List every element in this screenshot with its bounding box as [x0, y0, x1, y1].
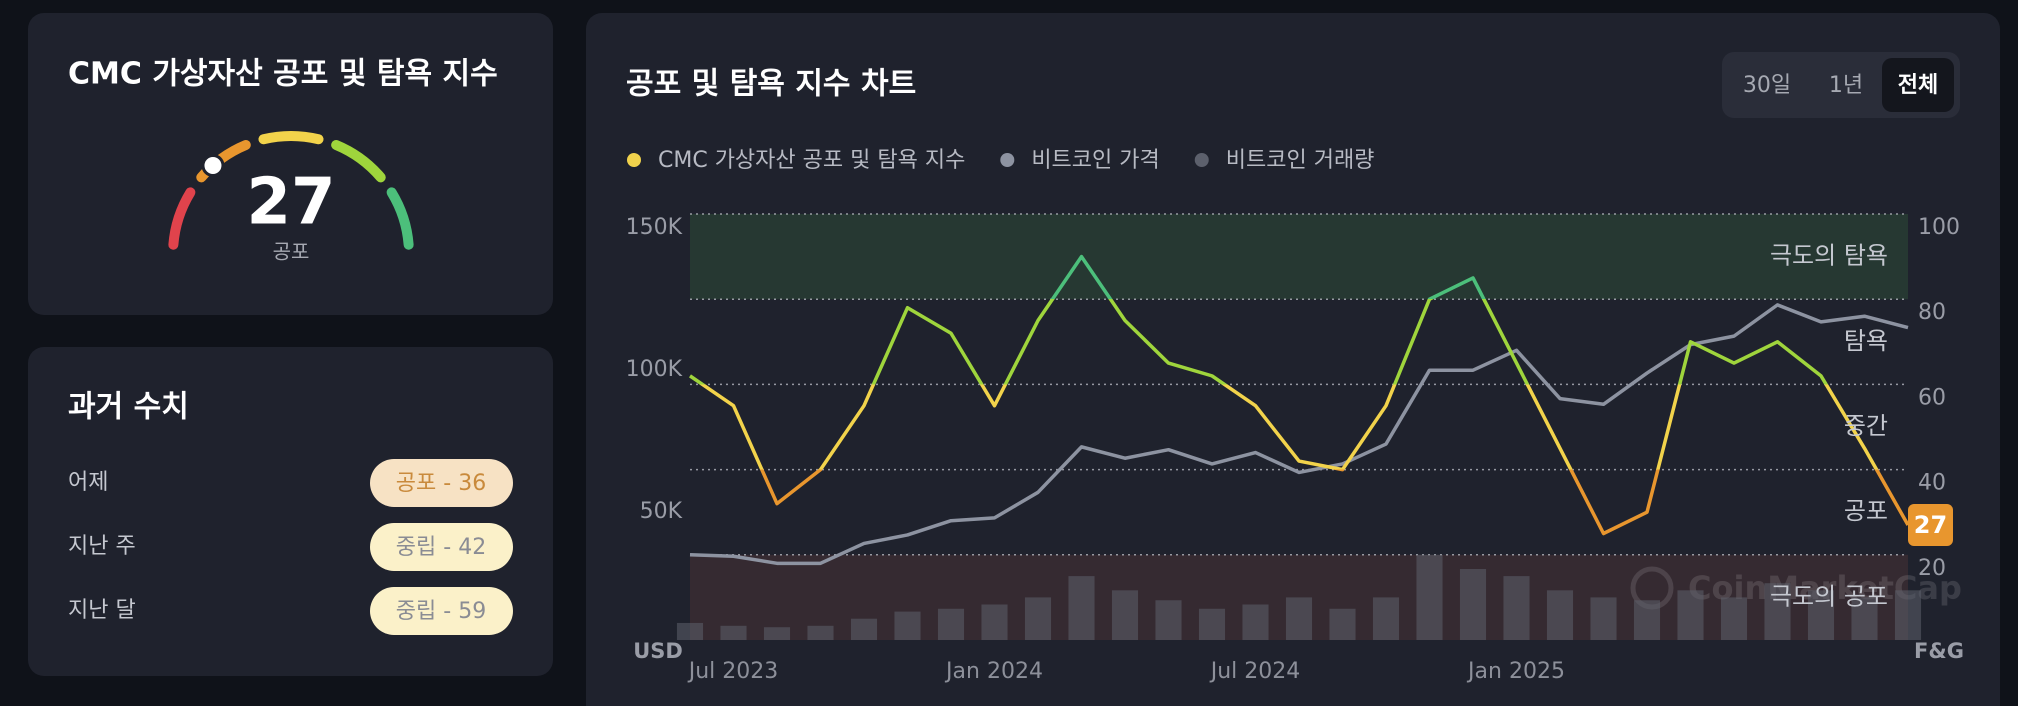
- volume-bar: [1851, 597, 1878, 640]
- zone-label: 극도의 탐욕: [1770, 242, 1888, 270]
- history-pill: [370, 587, 513, 635]
- volume-bar: [1894, 590, 1922, 640]
- volume-bar: [1155, 600, 1182, 640]
- volume-bar: [1546, 590, 1574, 640]
- volume-bar: [850, 618, 878, 640]
- y2-tick-label: 20: [1918, 556, 1946, 581]
- gauge-arc: [258, 131, 324, 145]
- volume-bar: [1416, 554, 1443, 640]
- gauge-value: 27: [246, 166, 335, 240]
- tab-button[interactable]: 1년: [1829, 73, 1863, 98]
- volume-bar: [1329, 608, 1356, 640]
- volume-bar: [720, 625, 747, 640]
- volume-bar: [1764, 583, 1791, 640]
- y2-tick-label: 100: [1918, 215, 1960, 240]
- gauge-label: 공포: [273, 240, 310, 264]
- x-tick-label: Jan 2025: [1466, 659, 1565, 684]
- legend-marker: [1000, 153, 1015, 167]
- legend-marker: [627, 153, 641, 167]
- volume-bar: [937, 608, 965, 640]
- history-value: 중립 - 42: [396, 535, 486, 560]
- gauge-arc: [386, 187, 414, 250]
- history-value: 중립 - 59: [396, 599, 486, 624]
- zone-label: 공포: [1844, 497, 1888, 525]
- y2-tick-label: 80: [1918, 300, 1946, 325]
- legend-label[interactable]: 비트코인 거래량: [1226, 148, 1375, 173]
- last-value-badge: [1908, 503, 1953, 546]
- history-period: 어제: [68, 470, 108, 495]
- y-axis-label: USD: [633, 639, 683, 663]
- y2-tick-label: 40: [1918, 471, 1946, 496]
- last-value-label: 27: [1914, 511, 1947, 539]
- zone-label: 탐욕: [1844, 327, 1888, 355]
- series-line: [689, 254, 1910, 536]
- zone-band: [690, 214, 1908, 300]
- volume-bar: [1372, 597, 1400, 640]
- tab-button[interactable]: 30일: [1743, 73, 1791, 98]
- volume-bar: [1068, 576, 1095, 640]
- zone-label: 극도의 공포: [1770, 582, 1888, 610]
- volume-bar: [1459, 569, 1487, 640]
- history-title: 과거 수치: [68, 390, 189, 425]
- history-period: 지난 달: [68, 598, 136, 623]
- volume-bar: [1503, 576, 1530, 640]
- y-tick-label: 100K: [626, 357, 683, 382]
- volume-bar: [1807, 590, 1835, 640]
- x-tick-label: Jul 2023: [687, 659, 779, 684]
- volume-bar: [1285, 597, 1313, 640]
- history-pill: [370, 459, 513, 507]
- y-tick-label: 150K: [626, 215, 683, 240]
- volume-bar: [763, 627, 791, 640]
- gauge-panel: [28, 13, 553, 315]
- volume-bar: [1242, 604, 1269, 640]
- legend-label[interactable]: CMC 가상자산 공포 및 탐욕 지수: [658, 148, 965, 173]
- volume-bar: [1198, 608, 1226, 640]
- volume-bar: [807, 625, 834, 640]
- gauge-title: CMC 가상자산 공포 및 탐욕 지수: [68, 57, 498, 92]
- volume-bar: [981, 604, 1008, 640]
- volume-bar: [894, 611, 921, 640]
- series-line: [689, 303, 1909, 566]
- legend-marker: [1194, 153, 1209, 167]
- x-tick-label: Jul 2024: [1209, 659, 1301, 684]
- volume-bar: [676, 622, 704, 640]
- gauge-arc: [168, 187, 196, 250]
- chart-panel: [586, 13, 2000, 706]
- history-period: 지난 주: [68, 534, 136, 559]
- chart-title: 공포 및 탐욕 지수 차트: [626, 67, 916, 102]
- gauge-arc: [331, 139, 386, 183]
- history-pill: [370, 523, 513, 571]
- volume-bar: [1111, 590, 1139, 640]
- legend-label[interactable]: 비트코인 가격: [1031, 148, 1159, 173]
- y-tick-label: 50K: [640, 499, 683, 524]
- history-value: 공포 - 36: [396, 471, 486, 496]
- y2-tick-label: 60: [1918, 385, 1946, 410]
- volume-bar: [1590, 597, 1617, 640]
- tab-active-bg: [1882, 58, 1954, 112]
- zone-label: 중간: [1844, 412, 1888, 440]
- y2-axis-label: F&G: [1914, 639, 1964, 663]
- x-tick-label: Jan 2024: [944, 659, 1043, 684]
- gauge-pointer: [201, 153, 225, 177]
- volume-bar: [1720, 597, 1748, 640]
- volume-bar: [1024, 597, 1052, 640]
- tab-button[interactable]: 전체: [1898, 73, 1938, 98]
- volume-bar: [1677, 590, 1704, 640]
- volume-bar: [1633, 600, 1661, 640]
